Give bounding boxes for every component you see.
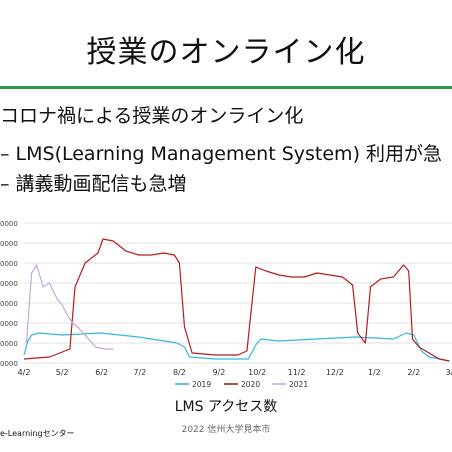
x-tick-label: 10/2 <box>248 368 266 377</box>
y-tick-label: 0000 <box>0 300 18 308</box>
series-2021-line <box>25 264 114 350</box>
x-tick-label: 12/2 <box>326 368 344 377</box>
chart-x-tick-labels: 4/2 5/2 6/2 7/2 8/2 9/2 10/2 11/2 12/2 1/2 2/2 3/ <box>18 368 452 377</box>
x-tick-label: 4/2 <box>18 368 31 377</box>
chart-series <box>23 238 450 362</box>
x-tick-label: 9/2 <box>212 368 225 377</box>
chart-legend: 2019 2020 2021 <box>175 380 308 389</box>
y-tick-label: 0000 <box>0 340 18 348</box>
x-tick-label: 5/2 <box>56 368 69 377</box>
bullet-main: コロナ禍による授業のオンライン化 <box>0 105 304 127</box>
x-tick-label: 11/2 <box>288 368 306 377</box>
legend-label-2020: 2020 <box>241 380 260 389</box>
y-tick-label: 0000 <box>0 220 18 228</box>
chart-y-tick-labels: 0000 0000 0000 0000 0000 0000 0000 0000 <box>0 220 18 368</box>
x-tick-label: 2/2 <box>407 368 420 377</box>
y-tick-label: 0000 <box>0 360 18 368</box>
slide-title: 授業のオンライン化 <box>86 35 366 70</box>
bullet-sub-video: – 講義動画配信も急増 <box>0 173 187 195</box>
y-tick-label: 0000 <box>0 280 18 288</box>
x-tick-label: 3/ <box>446 368 452 377</box>
y-tick-label: 0000 <box>0 240 18 248</box>
y-tick-label: 0000 <box>0 260 18 268</box>
y-tick-label: 0000 <box>0 320 18 328</box>
footer-center-name: e-Learningセンター <box>0 429 75 438</box>
chart-caption: LMS アクセス数 <box>174 399 278 415</box>
title-rule <box>0 86 452 89</box>
x-tick-label: 7/2 <box>133 368 146 377</box>
legend-label-2021: 2021 <box>289 380 308 389</box>
series-2020-line <box>23 238 450 362</box>
legend-label-2019: 2019 <box>192 380 211 389</box>
footer-event: 2022 信州大学見本市 <box>181 425 271 435</box>
chart-grid <box>24 222 452 364</box>
series-2019-line <box>23 332 450 362</box>
x-tick-label: 1/2 <box>368 368 381 377</box>
lms-access-chart: 0000 0000 0000 0000 0000 0000 0000 0000 4/2 5/2 6… <box>0 220 452 389</box>
x-tick-label: 8/2 <box>173 368 186 377</box>
bullet-sub-lms: – LMS(Learning Management System) 利用が急 <box>0 143 443 165</box>
x-tick-label: 6/2 <box>95 368 108 377</box>
